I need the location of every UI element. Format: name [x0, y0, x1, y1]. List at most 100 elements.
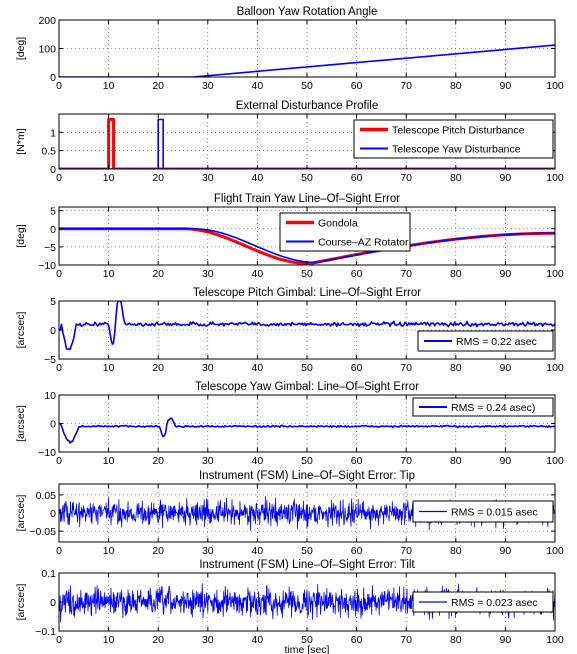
- subplot-title: Telescope Yaw Gimbal: Line–Of–Sight Erro…: [195, 381, 419, 393]
- x-tick-label: 80: [450, 455, 462, 467]
- legend-box: [417, 330, 554, 352]
- subplot-title: Instrument (FSM) Line–Of–Sight Error: Ti…: [199, 559, 415, 571]
- x-tick-label: 10: [103, 455, 115, 467]
- x-tick-label: 40: [252, 80, 264, 92]
- legend-box: [412, 397, 554, 417]
- x-tick-label: 100: [546, 545, 564, 557]
- x-tick-label: 20: [152, 362, 164, 374]
- y-tick-label: 0: [50, 72, 56, 84]
- series-line-1: [59, 301, 555, 351]
- x-tick-label: 90: [500, 455, 512, 467]
- legend-box: [412, 591, 554, 613]
- x-tick-label: 50: [301, 545, 313, 557]
- x-tick-label: 80: [450, 172, 462, 184]
- subplot-title: Instrument (FSM) Line–Of–Sight Error: Ti…: [199, 470, 415, 482]
- y-axis-label: [deg]: [15, 37, 27, 60]
- x-tick-label: 80: [450, 268, 462, 280]
- y-axis-label: [arcsec]: [15, 405, 27, 442]
- x-tick-label: 100: [546, 362, 564, 374]
- legend: RMS = 0.015 asec: [412, 500, 554, 523]
- x-tick-label: 50: [301, 80, 313, 92]
- x-tick-label: 70: [400, 172, 412, 184]
- x-tick-label: 80: [450, 545, 462, 557]
- x-tick-label: 50: [301, 455, 313, 467]
- x-tick-label: 10: [103, 545, 115, 557]
- legend-box: [412, 500, 554, 523]
- legend-label: Gondola: [318, 218, 358, 230]
- x-tick-label: 20: [152, 172, 164, 184]
- y-tick-label: 0: [50, 224, 56, 236]
- x-tick-label: 10: [103, 362, 115, 374]
- y-tick-label: 100: [38, 44, 56, 56]
- x-tick-label: 80: [450, 634, 462, 646]
- x-tick-label: 80: [450, 80, 462, 92]
- legend: RMS = 0.023 asec: [412, 591, 554, 613]
- x-tick-label: 50: [301, 634, 313, 646]
- legend-label: RMS = 0.023 asec: [451, 597, 538, 609]
- y-tick-label: 10: [44, 390, 56, 402]
- y-axis-label: [arcsec]: [15, 312, 27, 349]
- legend-box: [279, 212, 411, 252]
- legend-box: [353, 119, 554, 159]
- x-tick-label: 70: [400, 80, 412, 92]
- x-tick-label: 80: [450, 362, 462, 374]
- x-tick-label: 20: [152, 268, 164, 280]
- legend-label: RMS = 0.22 asec: [456, 336, 537, 348]
- x-tick-label: 40: [252, 545, 264, 557]
- x-tick-label: 10: [103, 634, 115, 646]
- series-group: [59, 44, 555, 77]
- x-tick-label: 70: [400, 634, 412, 646]
- subplot-title: External Disturbance Profile: [236, 100, 379, 112]
- x-tick-label: 0: [56, 172, 62, 184]
- x-tick-label: 50: [301, 268, 313, 280]
- x-tick-label: 0: [56, 362, 62, 374]
- legend-label: Telescope Yaw Disturbance: [392, 144, 521, 156]
- x-tick-label: 70: [400, 545, 412, 557]
- subplot-title: Telescope Pitch Gimbal: Line–Of–Sight Er…: [193, 287, 421, 299]
- x-tick-label: 100: [546, 172, 564, 184]
- x-tick-label: 100: [546, 634, 564, 646]
- x-tick-label: 20: [152, 455, 164, 467]
- subplot-5: Telescope Yaw Gimbal: Line–Of–Sight Erro…: [15, 381, 564, 467]
- x-tick-label: 70: [400, 362, 412, 374]
- y-tick-label: −10: [38, 260, 56, 272]
- x-tick-label: 40: [252, 634, 264, 646]
- x-tick-label: 60: [351, 634, 363, 646]
- x-tick-label: 50: [301, 362, 313, 374]
- legend-label: Course–AZ Rotator: [318, 237, 409, 249]
- x-tick-label: 70: [400, 455, 412, 467]
- y-tick-label: 5: [50, 296, 56, 308]
- subplot-4: Telescope Pitch Gimbal: Line–Of–Sight Er…: [15, 287, 564, 374]
- x-tick-label: 60: [351, 172, 363, 184]
- y-tick-label: −5: [44, 354, 56, 366]
- subplot-7: Instrument (FSM) Line–Of–Sight Error: Ti…: [15, 559, 564, 654]
- x-tick-label: 100: [546, 80, 564, 92]
- y-tick-label: −0.1: [35, 626, 56, 638]
- x-tick-label: 50: [301, 172, 313, 184]
- x-tick-label: 20: [152, 545, 164, 557]
- x-axis-label: time [sec]: [285, 644, 330, 654]
- x-tick-label: 60: [351, 268, 363, 280]
- y-axis-label: [arcsec]: [15, 584, 27, 621]
- x-tick-label: 60: [351, 80, 363, 92]
- x-tick-label: 100: [546, 455, 564, 467]
- x-tick-label: 20: [152, 80, 164, 92]
- y-tick-label: −5: [44, 242, 56, 254]
- series-line-1: [59, 417, 555, 444]
- y-tick-label: −0.05: [29, 526, 56, 538]
- x-tick-label: 0: [56, 80, 62, 92]
- y-tick-label: 0.05: [36, 490, 57, 502]
- x-tick-label: 30: [202, 455, 214, 467]
- x-tick-label: 60: [351, 545, 363, 557]
- x-tick-label: 30: [202, 268, 214, 280]
- x-tick-label: 30: [202, 545, 214, 557]
- series-group: [59, 118, 555, 169]
- y-tick-label: 0.1: [41, 568, 56, 580]
- x-tick-label: 60: [351, 455, 363, 467]
- x-tick-label: 30: [202, 80, 214, 92]
- y-tick-label: 1: [50, 127, 56, 139]
- series-line-2: [59, 118, 555, 169]
- y-tick-label: 0: [50, 419, 56, 431]
- x-tick-label: 40: [252, 455, 264, 467]
